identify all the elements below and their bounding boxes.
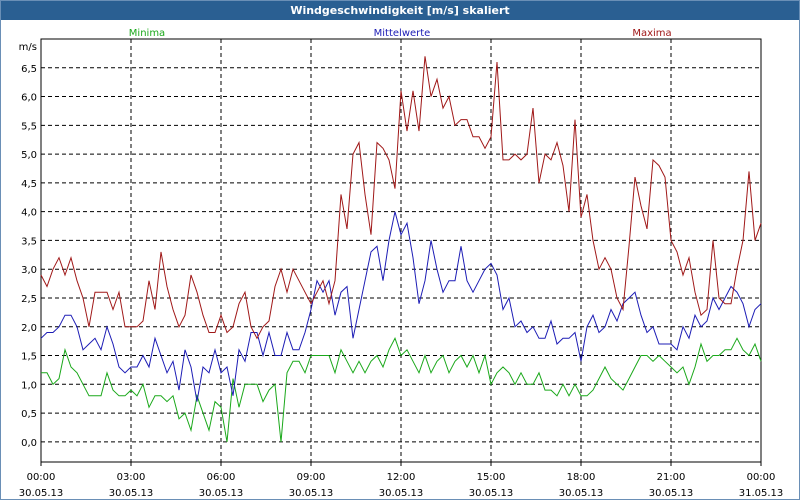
x-tick-time: 21:00: [657, 472, 686, 483]
x-tick-time: 15:00: [477, 472, 506, 483]
y-tick-label: 6,0: [21, 93, 37, 104]
y-tick-label: 2,0: [21, 323, 37, 334]
y-tick-label: 5,5: [21, 121, 37, 132]
x-tick-date: 30.05.13: [109, 488, 154, 499]
y-tick-label: 2,5: [21, 294, 37, 305]
y-tick-label: 1,0: [21, 380, 37, 391]
x-tick-time: 09:00: [297, 472, 326, 483]
y-tick-label: 4,0: [21, 208, 37, 219]
x-tick-time: 00:00: [27, 472, 56, 483]
x-tick-date: 30.05.13: [469, 488, 514, 499]
y-tick-label: 0,0: [21, 438, 37, 449]
legend-minima: Minima: [129, 28, 165, 39]
x-tick-time: 06:00: [207, 472, 236, 483]
y-tick-label: 6,5: [21, 64, 37, 75]
series-line-maxima: [40, 56, 762, 340]
series-line-mittelwerte: [40, 211, 762, 402]
x-tick-date: 30.05.13: [379, 488, 424, 499]
x-tick-date: 31.05.13: [739, 488, 784, 499]
y-tick-label: 4,5: [21, 179, 37, 190]
x-tick-time: 18:00: [567, 472, 596, 483]
chart-canvas: 0,0 0,5 1,0 1,5 2,0 2,5 3,0 3,5 4,0 4,5 5,0 5,5 6,0 6…: [19, 28, 784, 499]
x-tick-date: 30.05.13: [289, 488, 334, 499]
legend-maxima: Maxima: [632, 28, 671, 39]
chart-title: Windgeschwindigkeit [m/s] skaliert: [1, 1, 799, 20]
series-line-minima: [41, 337, 762, 442]
x-tick-date: 30.05.13: [649, 488, 694, 499]
y-tick-label: 3,0: [21, 265, 37, 276]
x-tick-date: 30.05.13: [199, 488, 244, 499]
x-tick-date: 30.05.13: [19, 488, 64, 499]
x-tick-date: 30.05.13: [559, 488, 604, 499]
x-tick-time: 12:00: [387, 472, 416, 483]
y-axis-label: m/s: [19, 42, 37, 53]
legend-mittelwerte: Mittelwerte: [374, 28, 431, 39]
x-tick-time: 03:00: [117, 472, 146, 483]
y-tick-label: 0,5: [21, 409, 37, 420]
y-tick-label: 1,5: [21, 352, 37, 363]
y-tick-label: 3,5: [21, 236, 37, 247]
x-tick-time: 00:00: [747, 472, 776, 483]
y-tick-label: 5,0: [21, 150, 37, 161]
